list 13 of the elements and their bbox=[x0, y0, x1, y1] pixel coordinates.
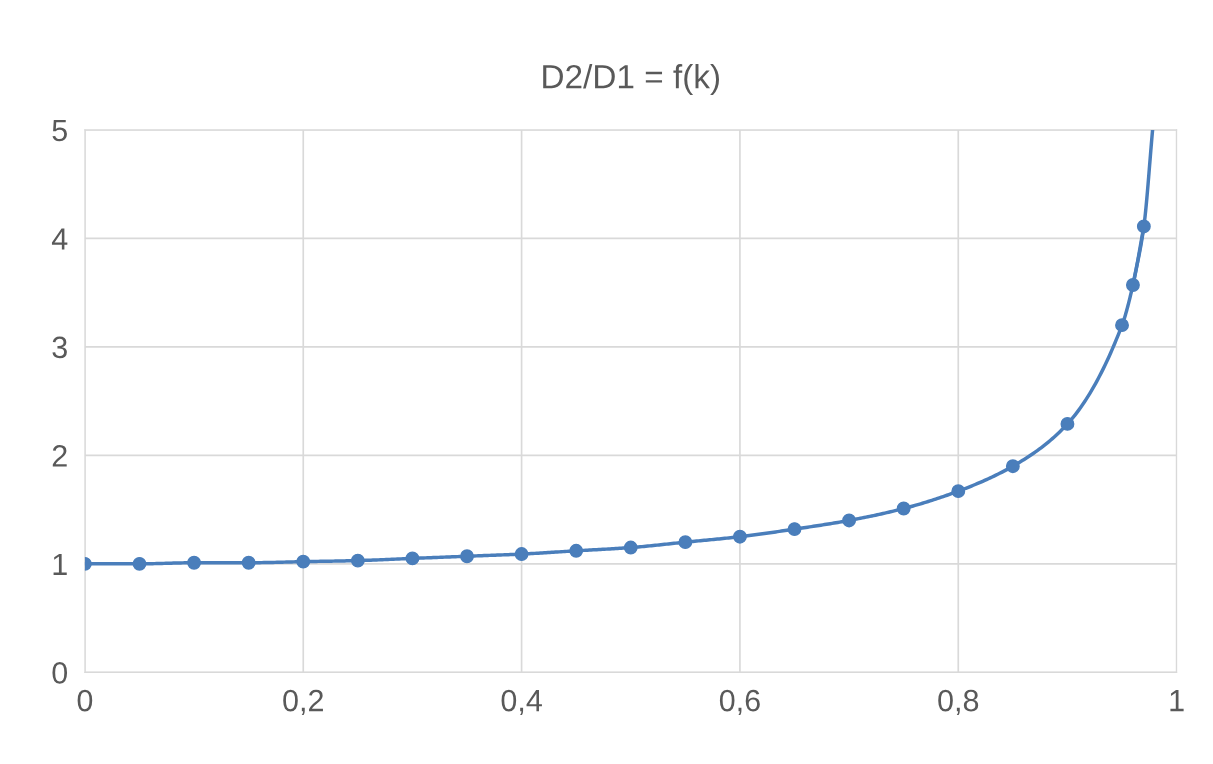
x-tick-label: 0,6 bbox=[719, 689, 760, 716]
x-tick-label: 0,2 bbox=[283, 689, 323, 716]
y-tick-label: 0 bbox=[52, 662, 68, 684]
y-tick-label: 4 bbox=[51, 228, 68, 250]
x-tick-label: 0 bbox=[77, 689, 93, 712]
x-tick-label: 0,8 bbox=[938, 689, 979, 716]
x-tick-label: 0,4 bbox=[501, 689, 542, 716]
y-tick-label: 2 bbox=[52, 445, 67, 467]
y-tick-label: 1 bbox=[53, 553, 67, 575]
chart-title: D2/D1 = f(k) bbox=[543, 64, 719, 96]
y-tick-label: 3 bbox=[52, 336, 67, 359]
y-tick-label: 5 bbox=[52, 119, 67, 142]
x-tick-label: 1 bbox=[1170, 690, 1184, 712]
